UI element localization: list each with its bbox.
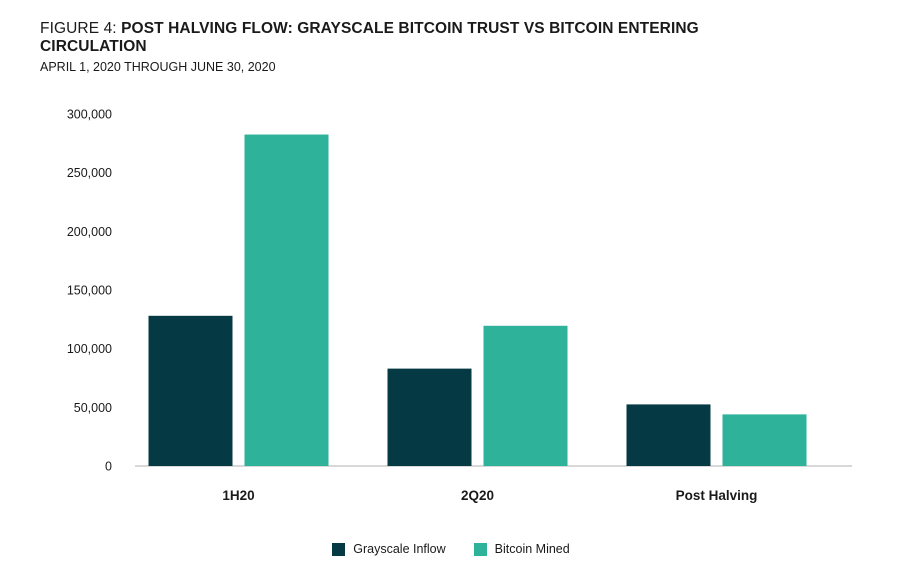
y-tick-label: 200,000 [67, 225, 112, 239]
legend-item-mined: Bitcoin Mined [473, 542, 570, 556]
y-tick-label: 0 [105, 460, 112, 474]
y-tick-label: 100,000 [67, 342, 112, 356]
legend: Grayscale Inflow Bitcoin Mined [0, 542, 902, 556]
bar-mined [483, 325, 568, 466]
bar-inflow [387, 368, 472, 466]
legend-label-mined: Bitcoin Mined [494, 542, 570, 556]
x-tick-label: 2Q20 [461, 488, 494, 503]
legend-swatch-inflow [332, 542, 346, 556]
bar-mined [244, 134, 329, 467]
figure-label: FIGURE 4: [40, 20, 122, 37]
chart-subtitle: APRIL 1, 2020 THROUGH JUNE 30, 2020 [40, 60, 276, 74]
bar-chart: 0 50,000 100,000 150,000 200,000 250,000 300,0… [67, 108, 852, 503]
y-tick-label: 300,000 [67, 108, 112, 122]
bar-inflow [626, 404, 711, 466]
legend-swatch-mined [473, 542, 487, 556]
y-tick-label: 150,000 [67, 284, 112, 298]
y-tick-label: 50,000 [74, 401, 112, 415]
bar-inflow [148, 315, 233, 466]
bar-mined [722, 414, 807, 466]
legend-item-inflow: Grayscale Inflow [332, 542, 446, 556]
chart-title-text: POST HALVING FLOW: GRAYSCALE BITCOIN TRU… [40, 20, 699, 55]
y-tick-label: 250,000 [67, 166, 112, 180]
x-tick-label: Post Halving [676, 488, 758, 503]
legend-label-inflow: Grayscale Inflow [353, 542, 446, 556]
x-tick-label: 1H20 [222, 488, 254, 503]
chart-title: FIGURE 4: POST HALVING FLOW: GRAYSCALE B… [40, 20, 740, 56]
